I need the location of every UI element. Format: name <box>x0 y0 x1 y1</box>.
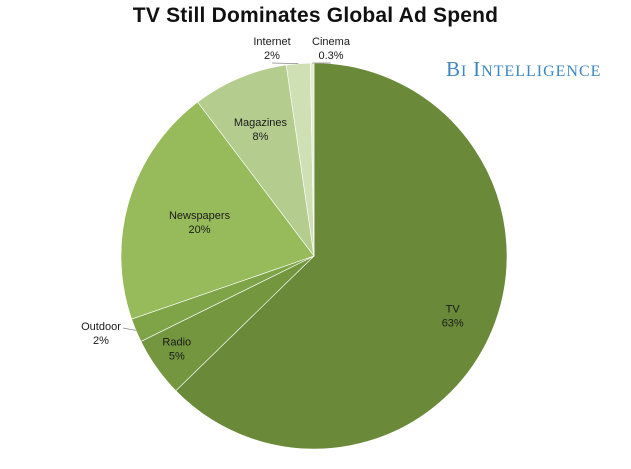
chart-title: TV Still Dominates Global Ad Spend <box>132 4 499 27</box>
leader-line-internet <box>271 62 299 65</box>
pie-slice-magazines <box>197 64 315 257</box>
leader-line-outdoor <box>122 327 136 331</box>
pie-slice-tv <box>175 62 508 450</box>
slice-labels: TV 63% Radio 5% Outdoor 2% Newspapers 20% Magazi… <box>81 36 464 362</box>
slice-label-newspapers: Newspapers 20% <box>169 210 231 236</box>
slice-label-outdoor: Outdoor 2% <box>81 321 121 347</box>
slice-label-radio: Radio 5% <box>162 336 191 362</box>
slice-label-internet: Internet 2% <box>253 36 290 62</box>
pie-slices <box>120 62 508 450</box>
pie-slice-newspapers <box>120 101 315 320</box>
leader-lines <box>122 62 332 331</box>
slice-label-cinema: Cinema 0.3% <box>312 36 351 62</box>
slice-label-tv: TV 63% <box>442 303 464 329</box>
slice-label-magazines: Magazines 8% <box>234 117 288 143</box>
brand-logo: BI INTELLIGENCE <box>446 57 602 81</box>
